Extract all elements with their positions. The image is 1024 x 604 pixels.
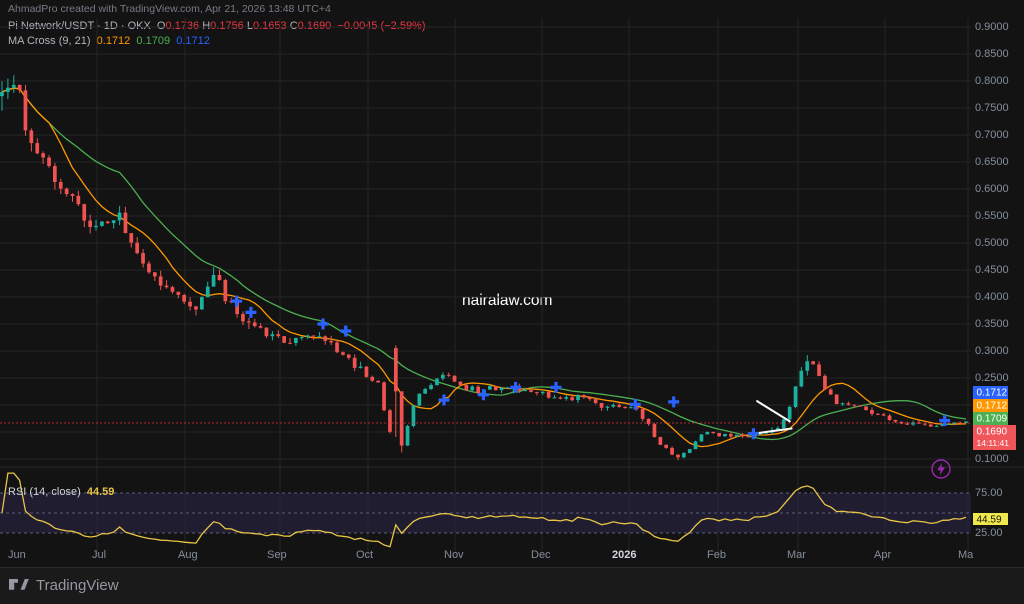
svg-text:0.1709: 0.1709 (977, 414, 1008, 425)
svg-text:44.59: 44.59 (977, 514, 1002, 525)
svg-text:0.1712: 0.1712 (977, 388, 1008, 399)
svg-text:0.1690: 0.1690 (977, 427, 1008, 438)
svg-text:0.1712: 0.1712 (977, 401, 1008, 412)
svg-text:14:11:41: 14:11:41 (977, 438, 1010, 448)
